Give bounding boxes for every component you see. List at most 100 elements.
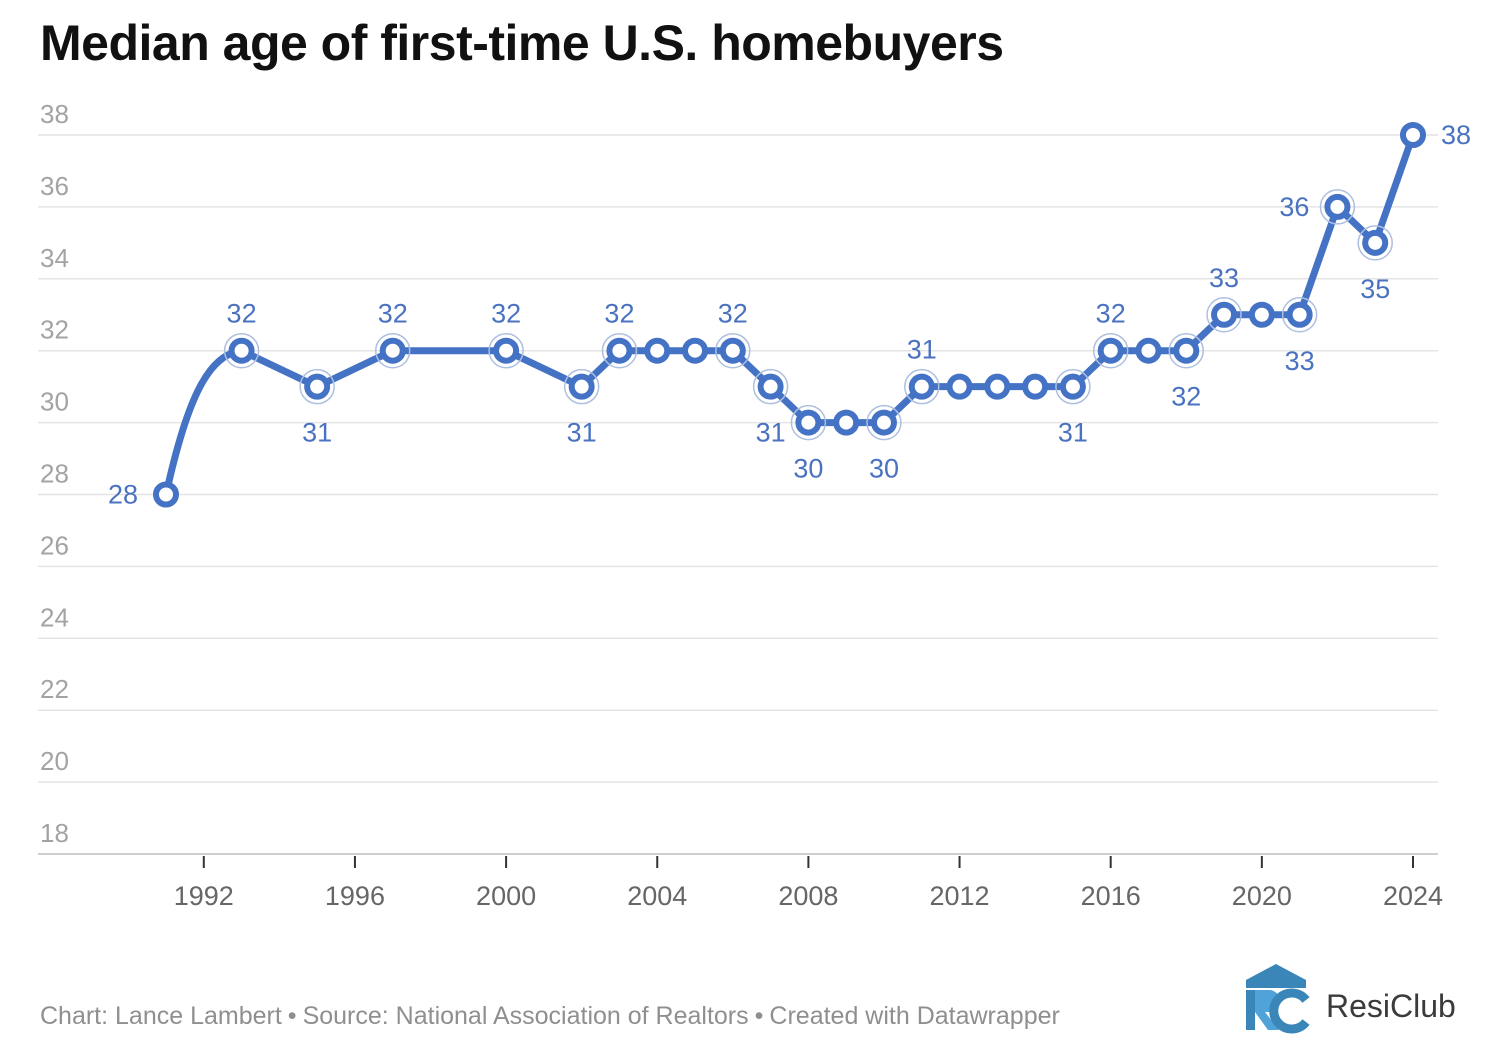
data-point-halo — [1319, 189, 1356, 225]
data-point-halo — [299, 368, 335, 405]
data-point-halo — [790, 404, 827, 441]
data-point — [1097, 337, 1124, 364]
data-point-halo — [374, 332, 411, 369]
data-label: 28 — [108, 480, 138, 510]
data-point — [379, 337, 406, 364]
x-tick-label: 1996 — [325, 881, 385, 911]
data-point-halo — [1281, 297, 1318, 333]
footer-separator: • — [287, 1002, 297, 1030]
data-point — [1135, 337, 1162, 364]
data-label: 31 — [756, 418, 786, 448]
data-point — [833, 409, 860, 436]
y-tick-label: 36 — [40, 171, 69, 201]
gridlines — [38, 134, 1438, 783]
data-point-halo — [563, 368, 600, 405]
data-point — [1286, 301, 1313, 328]
data-label: 32 — [378, 299, 408, 329]
resiclub-brand: ResiClub — [1240, 962, 1480, 1037]
data-label: 33 — [1209, 263, 1239, 293]
x-tick-label: 2024 — [1383, 881, 1443, 911]
data-point — [719, 337, 746, 364]
brand-name: ResiClub — [1326, 988, 1456, 1024]
data-label: 31 — [1058, 418, 1088, 448]
data-label: 32 — [718, 299, 748, 329]
data-point — [1362, 229, 1389, 256]
footer-created-with: Created with Datawrapper — [769, 1002, 1060, 1030]
data-point-halo — [866, 404, 902, 441]
data-label: 30 — [869, 454, 899, 484]
data-label: 36 — [1279, 192, 1309, 222]
data-label: 35 — [1360, 274, 1390, 304]
data-point — [153, 481, 179, 508]
x-axis: 1992 1996 2000 2004 2008 2012 2016 2020 2024 — [38, 853, 1443, 911]
x-tick-label: 2020 — [1232, 881, 1292, 911]
data-point-halo — [1168, 332, 1205, 369]
x-tick-label: 2004 — [627, 881, 687, 911]
data-label: 32 — [227, 299, 257, 329]
data-label: 31 — [907, 335, 937, 365]
data-point-halo — [715, 332, 751, 369]
data-point — [757, 373, 784, 400]
data-point-halo — [488, 332, 524, 369]
data-point — [1173, 337, 1200, 364]
data-label: 38 — [1441, 120, 1471, 150]
y-tick-label: 22 — [40, 674, 69, 704]
data-point — [795, 409, 822, 436]
y-tick-label: 26 — [40, 530, 69, 560]
footer-chart-credit: Chart: Lance Lambert — [40, 1002, 282, 1030]
data-point — [946, 373, 973, 400]
data-point — [304, 373, 331, 400]
data-points — [153, 122, 1426, 508]
data-point — [493, 337, 520, 364]
data-point — [1211, 301, 1238, 328]
data-point — [606, 337, 633, 364]
data-point-halo — [752, 368, 789, 405]
chart-title: Median age of first-time U.S. homebuyers — [40, 15, 1004, 71]
data-point — [1400, 122, 1426, 148]
data-point — [228, 337, 255, 364]
y-tick-label: 24 — [40, 602, 69, 632]
data-point-halo — [904, 368, 940, 405]
footer-separator: • — [754, 1002, 764, 1030]
data-point — [1324, 193, 1351, 220]
y-axis-tick-labels: 18 20 22 24 26 28 30 32 34 36 38 — [40, 99, 69, 848]
data-point — [644, 337, 671, 364]
data-point — [1248, 301, 1275, 328]
footer-source: Source: National Association of Realtors — [302, 1002, 749, 1030]
data-label: 32 — [491, 299, 521, 329]
data-point-halo — [1055, 368, 1091, 405]
data-point — [984, 373, 1011, 400]
x-tick-label: 2008 — [778, 881, 838, 911]
data-point — [908, 373, 935, 400]
data-label: 32 — [604, 299, 634, 329]
data-label: 30 — [793, 454, 823, 484]
data-point-halo — [601, 332, 638, 369]
x-tick-label: 1992 — [174, 881, 234, 911]
y-tick-label: 18 — [40, 818, 69, 848]
y-tick-label: 20 — [40, 746, 69, 776]
x-tick-label: 2016 — [1081, 881, 1141, 911]
resiclub-logo-icon — [1246, 964, 1310, 1034]
y-tick-label: 28 — [40, 459, 69, 489]
data-label: 31 — [567, 418, 597, 448]
data-point-halo — [223, 332, 260, 369]
chart-footer: Chart: Lance Lambert • Source: National As… — [40, 1002, 1060, 1031]
y-tick-label: 38 — [40, 99, 69, 129]
data-point-halo — [1357, 225, 1393, 261]
x-tick-label: 2000 — [476, 881, 536, 911]
data-label: 32 — [1171, 382, 1201, 412]
data-point — [1022, 373, 1049, 400]
x-tick-label: 2012 — [930, 881, 990, 911]
y-tick-label: 30 — [40, 387, 69, 417]
y-tick-label: 32 — [40, 315, 69, 345]
y-tick-label: 34 — [40, 243, 69, 273]
data-point — [1059, 373, 1086, 400]
data-label: 33 — [1285, 346, 1315, 376]
data-point — [870, 409, 897, 436]
data-point-halo — [1206, 297, 1242, 333]
data-point-halo — [1092, 332, 1129, 369]
data-point — [568, 373, 595, 400]
data-label: 32 — [1096, 299, 1126, 329]
data-point — [682, 337, 709, 364]
